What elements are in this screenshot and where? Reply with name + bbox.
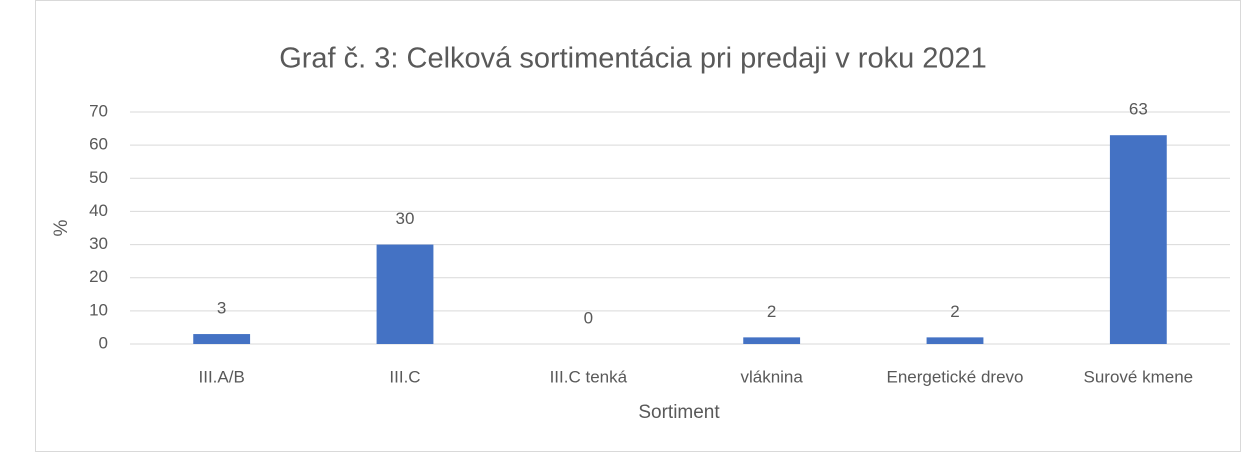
y-tick-label: 40 — [89, 201, 108, 220]
x-tick-label: III.C tenká — [550, 367, 628, 386]
bar — [376, 244, 434, 344]
y-tick-label: 50 — [89, 168, 108, 187]
data-label: 63 — [1129, 100, 1148, 119]
chart-title: Graf č. 3: Celková sortimentácia pri pre… — [279, 43, 987, 75]
data-label: 2 — [950, 302, 959, 321]
x-axis-title: Sortiment — [638, 402, 720, 423]
bar — [1109, 135, 1167, 344]
y-tick-label: 30 — [89, 234, 108, 253]
y-axis-title: % — [51, 219, 72, 236]
y-tick-label: 20 — [89, 267, 108, 286]
data-label: 2 — [767, 302, 776, 321]
y-tick-label: 10 — [89, 300, 108, 319]
x-tick-label: III.A/B — [199, 367, 245, 386]
data-label: 30 — [396, 209, 415, 228]
bar — [193, 334, 251, 344]
x-tick-label: III.C — [389, 367, 420, 386]
bar — [743, 337, 801, 344]
y-tick-label: 0 — [99, 333, 108, 352]
data-label: 3 — [217, 299, 226, 318]
bar — [926, 337, 984, 344]
x-tick-label: Energetické drevo — [886, 367, 1023, 386]
y-tick-label: 70 — [89, 101, 108, 120]
y-tick-label: 60 — [89, 135, 108, 154]
x-tick-label: Surové kmene — [1084, 367, 1194, 386]
x-tick-label: vláknina — [740, 367, 803, 386]
data-label: 0 — [584, 308, 593, 327]
chart-border — [35, 0, 1241, 452]
